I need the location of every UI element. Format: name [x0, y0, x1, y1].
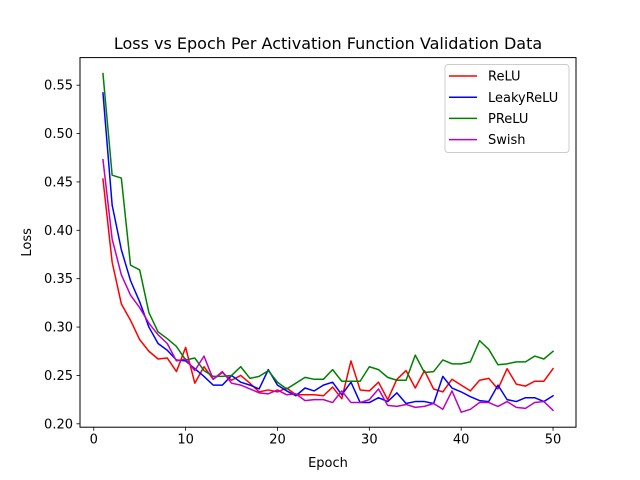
y-tick-label: 0.40: [44, 224, 73, 239]
y-tick-label: 0.50: [44, 127, 73, 142]
series-line-relu: [102, 178, 555, 401]
x-tick-label: 0: [90, 433, 98, 448]
y-tick-label: 0.25: [44, 369, 73, 384]
chart-title: Loss vs Epoch Per Activation Function Va…: [114, 34, 542, 53]
x-tick-label: 10: [177, 433, 194, 448]
legend-label-prelu: PReLU: [488, 112, 528, 127]
plot-frame: [79, 57, 577, 428]
y-tick-label: 0.55: [44, 79, 73, 94]
x-tick-label: 30: [361, 433, 378, 448]
legend-label-swish: Swish: [488, 133, 526, 148]
x-tick-label: 20: [269, 433, 286, 448]
x-tick-label: 40: [453, 433, 470, 448]
x-axis-label: Epoch: [308, 456, 348, 471]
series-line-swish: [102, 158, 555, 413]
y-tick-label: 0.45: [44, 175, 73, 190]
y-axis-label: Loss: [20, 228, 35, 257]
axes-layer: 0 10 20 30 40 50 0.20 0.25 0.30 0.35 0.40 0.45 0.50 0…: [44, 79, 561, 448]
y-tick-label: 0.35: [44, 272, 73, 287]
legend-frame: [444, 64, 570, 153]
y-tick-label: 0.30: [44, 321, 73, 336]
x-tick-label: 50: [545, 433, 562, 448]
series-layer: [102, 72, 555, 413]
legend: ReLU LeakyReLU PReLU Swish: [444, 64, 570, 153]
legend-label-leakyrelu: LeakyReLU: [488, 91, 558, 106]
series-line-prelu: [102, 72, 555, 390]
legend-label-relu: ReLU: [488, 70, 521, 85]
y-tick-label: 0.20: [44, 417, 73, 432]
